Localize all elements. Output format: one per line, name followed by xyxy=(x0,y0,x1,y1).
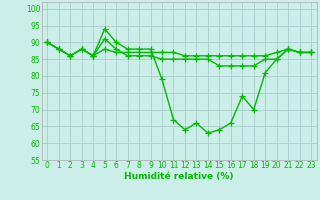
X-axis label: Humidité relative (%): Humidité relative (%) xyxy=(124,172,234,181)
